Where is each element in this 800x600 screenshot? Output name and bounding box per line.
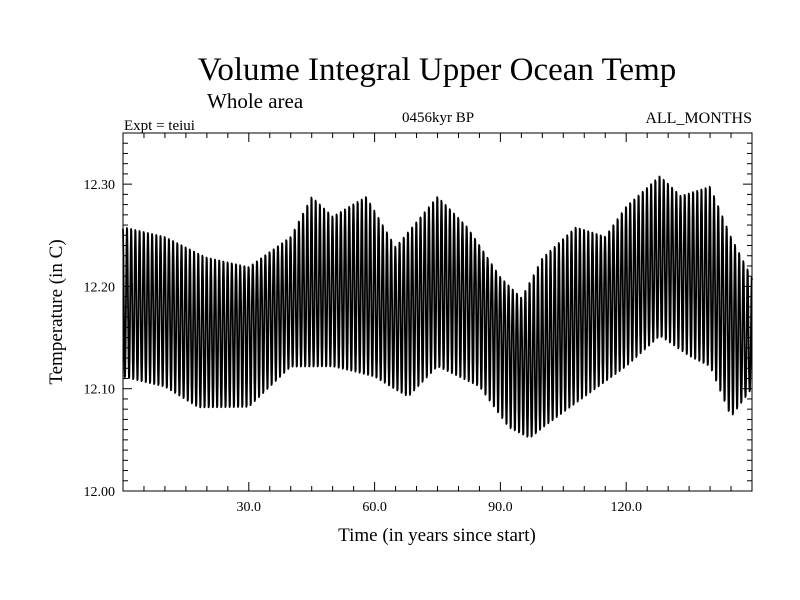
temperature-series-line (122, 175, 753, 438)
chart-subtitle: Whole area (207, 89, 304, 113)
y-tick-label: 12.10 (84, 383, 116, 398)
y-tick-label: 12.30 (84, 178, 116, 193)
x-tick-label: 90.0 (488, 500, 513, 515)
axis-ticks (123, 133, 752, 491)
x-tick-label: 30.0 (237, 500, 262, 515)
experiment-label: Expt = teiui (124, 118, 195, 134)
y-tick-label: 12.20 (84, 280, 116, 295)
y-tick-label: 12.00 (84, 485, 116, 500)
x-tick-label: 120.0 (610, 500, 642, 515)
months-label: ALL_MONTHS (645, 110, 752, 127)
x-axis-label: Time (in years since start) (338, 525, 536, 546)
axis-tick-labels: 30.0 60.0 90.0 120.0 12.00 12.10 12.20 12.30 (84, 178, 642, 515)
chart-title: Volume Integral Upper Ocean Temp (198, 52, 676, 88)
data-series (122, 175, 753, 438)
x-tick-label: 60.0 (362, 500, 387, 515)
period-label: 0456kyr BP (402, 110, 474, 126)
y-axis-label: Temperature (in C) (46, 239, 67, 384)
